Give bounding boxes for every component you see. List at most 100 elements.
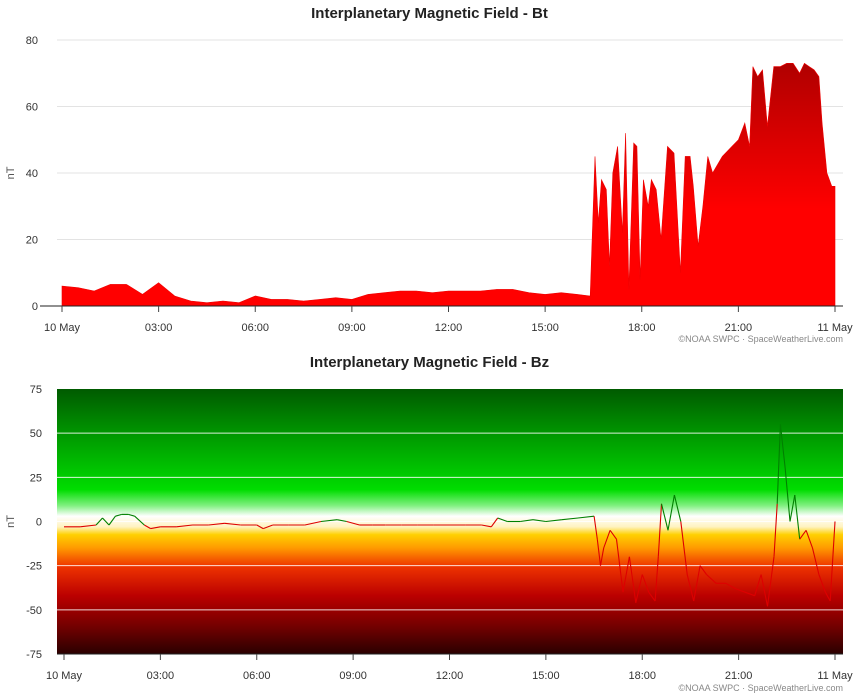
bz-series-segment xyxy=(263,524,273,530)
bz-y-axis-label: nT xyxy=(5,515,17,528)
bz-series-segment xyxy=(622,556,630,593)
bz-series-segment xyxy=(108,515,116,526)
bz-series-segment xyxy=(615,539,624,593)
bz-x-tick-label: 21:00 xyxy=(725,670,753,682)
bt-y-tick-label: 0 xyxy=(32,301,38,313)
bz-y-tick-label: -50 xyxy=(26,605,42,617)
bz-series-segment xyxy=(102,517,110,526)
bt-x-tick-label: 21:00 xyxy=(725,322,753,334)
bz-series-segment xyxy=(673,494,682,522)
bz-series-segment xyxy=(490,517,499,528)
bz-series-segment xyxy=(336,519,347,523)
bz-series-segment xyxy=(115,513,122,517)
bt-x-tick-label: 10 May xyxy=(44,322,81,334)
bz-series-segment xyxy=(779,424,786,469)
bz-chart: 75 50 25 0 -25 -50 -75 nT 10 May 03:00 06:00 09:00 1… xyxy=(5,384,853,682)
bt-credit: ©NOAA SWPC · SpaceWeatherLive.com xyxy=(678,334,843,344)
bz-series-segment xyxy=(744,591,755,597)
bz-series-segment xyxy=(346,520,360,526)
bz-y-tick-label: 75 xyxy=(30,384,42,396)
bz-series-segment xyxy=(520,519,534,523)
bz-series-segment xyxy=(80,524,97,528)
bz-series-segment xyxy=(609,529,617,540)
bz-credit: ©NOAA SWPC · SpaceWeatherLive.com xyxy=(678,683,843,693)
bz-series-segment xyxy=(134,515,145,526)
bz-x-tick-label: 18:00 xyxy=(628,670,656,682)
bz-x-tick-label: 03:00 xyxy=(147,670,175,682)
bz-y-tick-label: 0 xyxy=(36,517,42,529)
bz-series-segment xyxy=(766,556,775,607)
bz-series-segment xyxy=(95,517,103,526)
bz-series-segment xyxy=(829,521,836,602)
bz-x-tick-label: 12:00 xyxy=(436,670,464,682)
bz-series-segment xyxy=(561,517,579,521)
bz-series-segment xyxy=(789,494,796,522)
bz-x-tick-label: 11 May xyxy=(817,670,853,682)
bz-y-tick-label: 50 xyxy=(30,428,42,440)
bt-x-tick-label: 15:00 xyxy=(531,322,559,334)
bt-series-area xyxy=(61,62,836,307)
bz-series-segment xyxy=(794,494,801,540)
bz-series-segment xyxy=(481,524,492,528)
bz-series-segment xyxy=(725,582,736,590)
bz-y-tick-label: 25 xyxy=(30,472,42,484)
bt-x-tick-label: 06:00 xyxy=(241,322,269,334)
bt-x-tick-label: 12:00 xyxy=(435,322,463,334)
bz-series-segment xyxy=(628,556,637,603)
bt-y-tick-label: 80 xyxy=(26,35,38,47)
bt-x-tick-label: 11 May xyxy=(817,322,853,334)
bt-x-tick-label: 03:00 xyxy=(145,322,173,334)
bz-series-segment xyxy=(773,503,778,557)
bz-series-segment xyxy=(208,522,225,526)
bt-x-tick-label: 18:00 xyxy=(628,322,656,334)
bz-series-segment xyxy=(304,520,322,526)
bz-series-segment xyxy=(686,574,695,602)
bz-series-segment xyxy=(144,524,151,530)
bz-x-tick-label: 15:00 xyxy=(532,670,560,682)
bz-series-segment xyxy=(596,539,602,566)
bz-x-tick-label: 10 May xyxy=(46,670,83,682)
bz-chart-title: Interplanetary Magnetic Field - Bz xyxy=(309,354,550,371)
bz-series-segment xyxy=(654,556,659,602)
bz-series-segment xyxy=(735,588,746,593)
bz-series-segment xyxy=(799,529,807,540)
bz-series-segment xyxy=(545,519,562,523)
bz-series-segment xyxy=(224,522,241,526)
bz-series-segment xyxy=(706,574,717,584)
bt-y-axis-label: nT xyxy=(5,166,17,179)
bt-chart-title: Interplanetary Magnetic Field - Bt xyxy=(311,5,548,22)
bz-series-segment xyxy=(599,547,605,566)
bz-series-segment xyxy=(593,516,598,540)
bz-series-segment xyxy=(824,591,831,602)
bz-series-segment xyxy=(577,515,595,519)
bz-series-segment xyxy=(760,574,769,607)
bz-x-tick-label: 06:00 xyxy=(243,670,271,682)
bt-y-tick-label: 20 xyxy=(26,235,38,247)
bz-series-segment xyxy=(811,547,820,575)
bt-y-tick-label: 60 xyxy=(26,102,38,114)
bt-y-tick-label: 40 xyxy=(26,168,38,180)
bz-series-segment xyxy=(754,574,762,596)
bz-series-segment xyxy=(660,503,669,531)
bz-series-segment xyxy=(256,524,264,530)
bz-series-segment xyxy=(603,530,611,549)
bz-series-segment xyxy=(648,591,656,602)
bz-series-segment xyxy=(635,574,643,603)
bz-series-segment xyxy=(699,565,707,575)
bz-series-segment xyxy=(776,424,781,504)
bz-series-segment xyxy=(784,468,791,522)
bz-series-segment xyxy=(667,494,675,531)
bt-chart: 0 20 40 60 80 nT 10 May 03:00 06:00 09:00 12:00 15:… xyxy=(5,35,853,334)
bz-series-segment xyxy=(641,574,650,593)
bz-series-segment xyxy=(497,517,508,523)
bz-series-segment xyxy=(128,513,135,517)
bz-series-segment xyxy=(680,521,688,575)
bz-series-segment xyxy=(176,524,193,528)
bz-x-tick-label: 09:00 xyxy=(339,670,367,682)
bz-series-segment xyxy=(150,526,161,530)
bz-y-tick-label: -25 xyxy=(26,561,42,573)
bz-y-tick-label: -75 xyxy=(26,649,42,661)
bz-series-segment xyxy=(657,503,663,557)
bz-series-segment xyxy=(693,565,701,602)
bt-x-tick-label: 09:00 xyxy=(338,322,366,334)
